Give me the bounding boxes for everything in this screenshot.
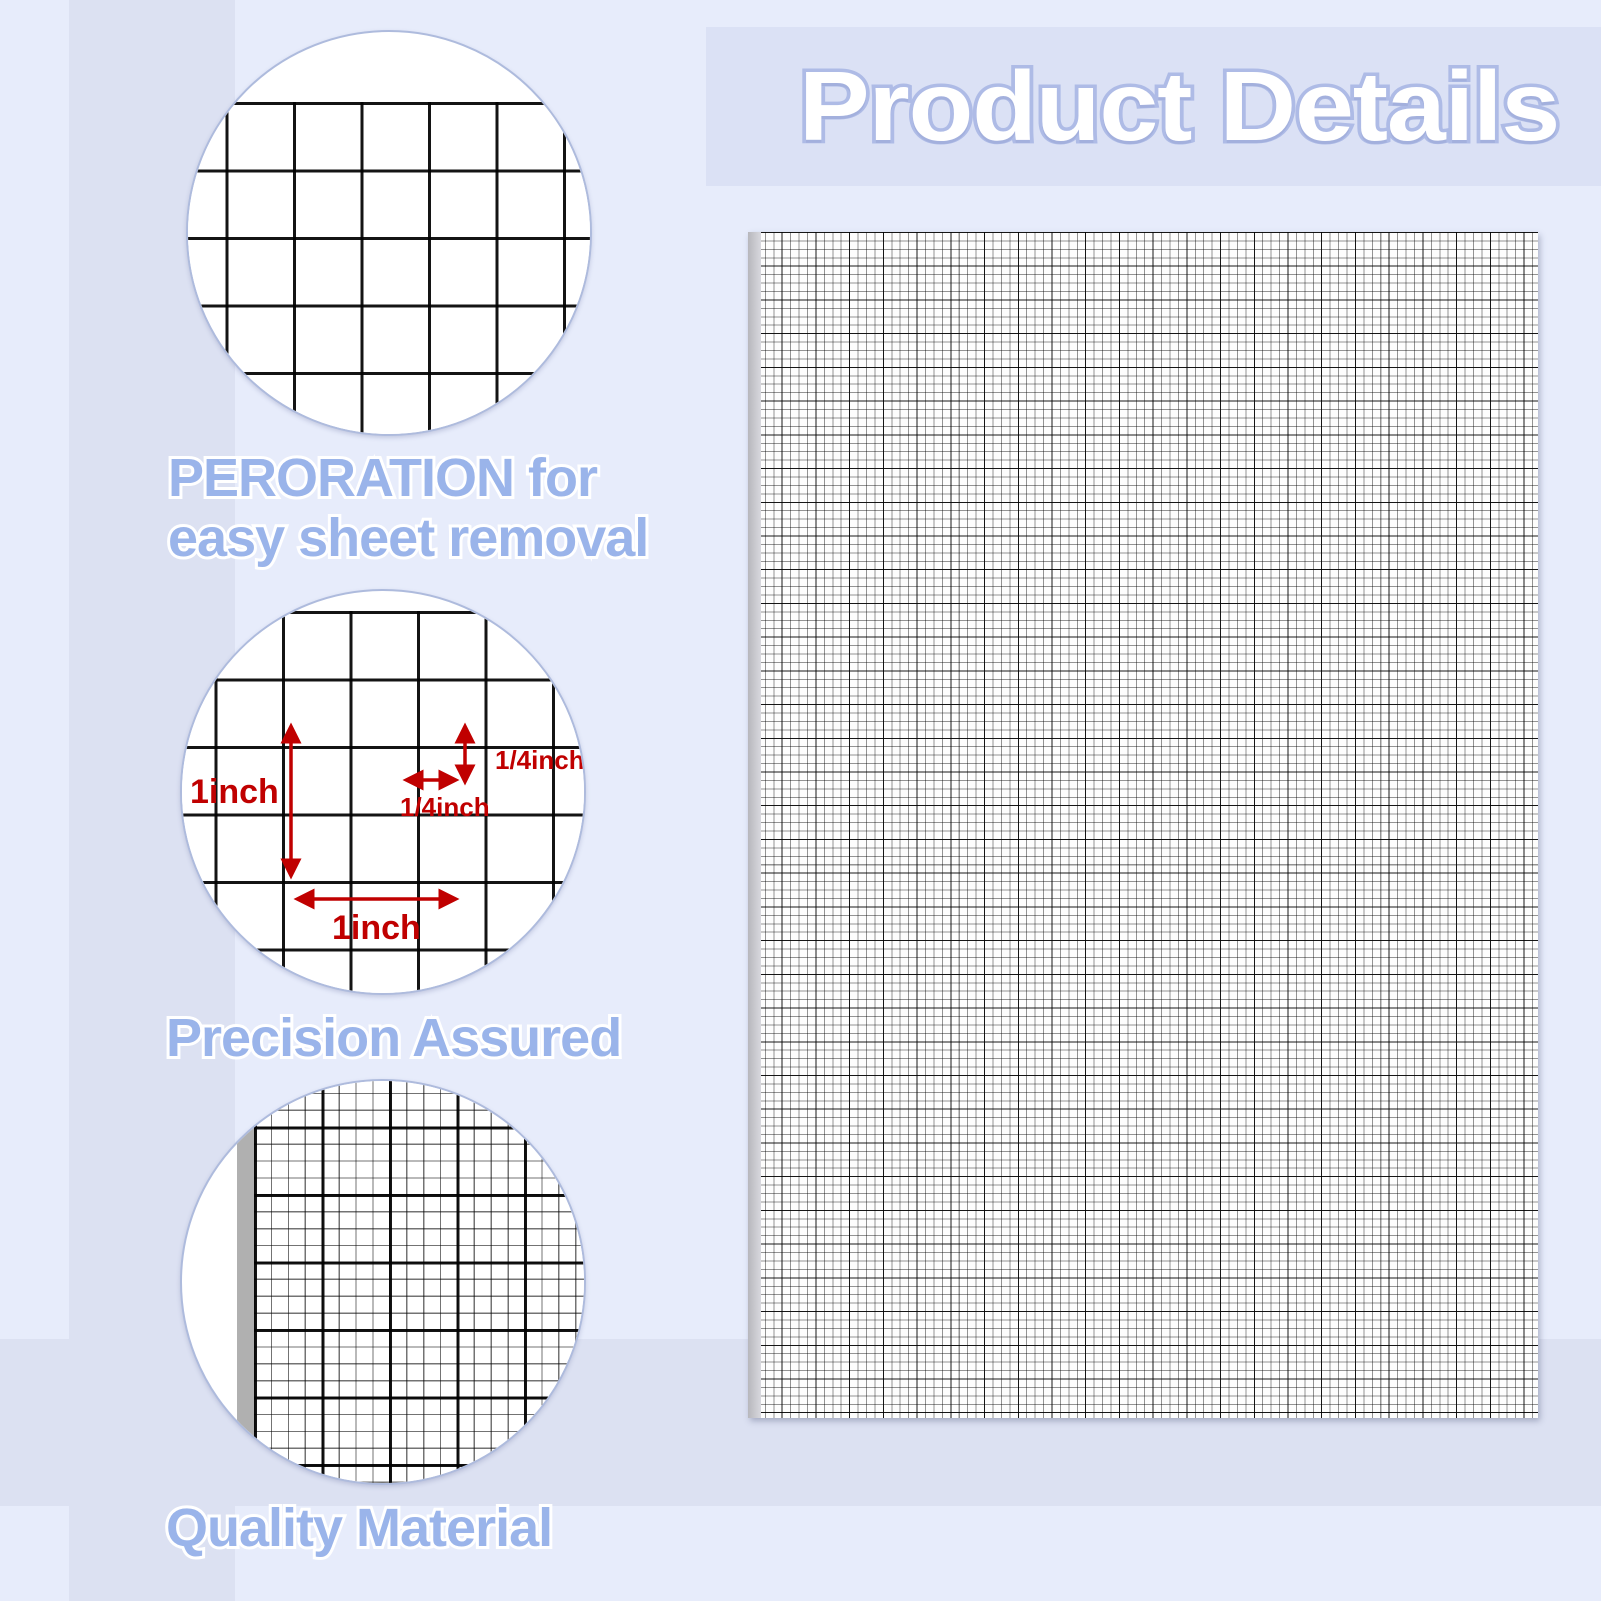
svg-text:1/4inch: 1/4inch bbox=[495, 745, 585, 775]
svg-text:1inch: 1inch bbox=[190, 773, 279, 811]
svg-text:1/4inch: 1/4inch bbox=[400, 792, 490, 822]
svg-text:1inch: 1inch bbox=[332, 909, 421, 947]
